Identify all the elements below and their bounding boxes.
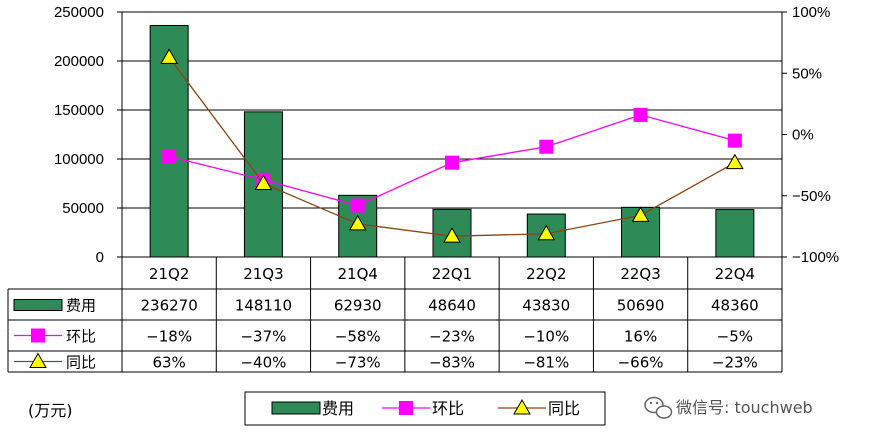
x-tick-label: 22Q2 [526,265,566,283]
marker-环比-22Q1 [445,155,459,170]
marker-同比-22Q2 [537,224,556,241]
marker-同比-21Q2 [160,48,179,64]
right-tick-label: −100% [792,249,839,266]
data-label: 62930 [334,297,382,315]
legend-key-marker [399,401,413,415]
data-label: −40% [240,354,286,372]
data-label: −73% [335,354,381,372]
data-label: −58% [335,328,381,346]
data-table: 21Q2 21Q3 21Q4 22Q1 22Q2 22Q3 22Q4 费用 236270 1481… [7,257,783,373]
row-key-marker [29,352,47,368]
marker-环比-21Q2 [162,149,177,164]
wechat-icon [644,396,673,419]
bar-22Q4 [715,209,755,258]
data-label: −81% [523,354,569,372]
left-tick-label: 150000 [54,102,104,119]
x-tick-label: 22Q4 [715,265,755,283]
bar-21Q2 [149,24,189,258]
left-tick-label: 250000 [54,4,104,21]
data-label: 48360 [711,297,759,315]
gridlines [122,60,782,209]
x-tick-label: 21Q4 [337,265,377,283]
data-label: −37% [240,328,286,346]
x-tick-label: 21Q2 [149,265,189,283]
unit-label: (万元) [28,401,73,420]
x-tick-label: 22Q1 [432,265,472,283]
row-label: 环比 [66,328,96,346]
data-label: −23% [429,328,475,346]
data-label: 48640 [428,297,476,315]
marker-同比-22Q1 [443,227,461,243]
right-tick-label: −50% [792,188,831,205]
row-key-marker [31,328,45,343]
series-lines [160,48,744,243]
legend-label: 费用 [322,399,354,418]
data-label: −18% [146,328,192,346]
marker-环比-21Q4 [350,198,365,213]
left-tick-label: 200000 [54,53,104,70]
left-tick-label: 50000 [62,200,104,217]
data-label: −5% [717,328,753,346]
data-label: 16% [624,328,657,346]
data-label: −66% [618,354,664,372]
x-tick-label: 21Q3 [243,265,283,283]
data-label: 50690 [617,297,665,315]
right-tick-label: 50% [792,65,822,82]
right-tick-label: 0% [792,127,814,144]
data-label: 63% [152,354,185,372]
marker-同比-21Q3 [254,174,273,190]
legend-label: 环比 [432,399,464,418]
data-label: −10% [523,328,569,346]
legend-key-marker [513,398,531,415]
marker-环比-22Q2 [539,139,554,154]
data-label: 148110 [235,297,292,315]
marker-同比-22Q4 [725,153,744,170]
row-label: 同比 [66,354,96,372]
data-label: 236270 [141,297,198,315]
marker-同比-22Q3 [631,206,650,222]
data-label: 43830 [522,297,570,315]
marker-同比-21Q4 [348,214,367,231]
row-label: 费用 [66,297,96,315]
legend: 费用 环比 同比 [244,391,606,426]
right-axis-ticks: 100% 50% 0% −50% −100% [782,4,839,266]
legend-key-bar [271,401,321,415]
left-tick-label: 100000 [54,151,104,168]
bars [149,24,755,258]
watermark-text: 微信号: touchweb [676,398,813,417]
right-tick-label: 100% [792,4,830,21]
data-label: −83% [429,354,475,372]
data-label: −23% [712,354,758,372]
marker-环比-22Q4 [727,133,742,148]
watermark: 微信号: touchweb [644,396,813,419]
left-axis-ticks: 250000 200000 150000 100000 50000 0 [54,4,122,266]
row-key-bar [13,299,63,311]
x-tick-label: 22Q3 [620,265,660,283]
left-tick-label: 0 [96,249,104,266]
legend-label: 同比 [548,399,580,418]
marker-环比-22Q3 [633,107,648,122]
